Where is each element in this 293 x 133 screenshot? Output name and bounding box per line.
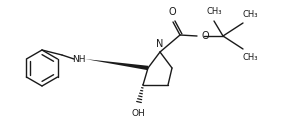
Polygon shape xyxy=(85,59,148,70)
Text: CH₃: CH₃ xyxy=(206,7,222,16)
Text: OH: OH xyxy=(131,109,145,118)
Text: NH: NH xyxy=(72,55,86,63)
Text: CH₃: CH₃ xyxy=(242,10,258,19)
Text: N: N xyxy=(156,39,164,49)
Text: O: O xyxy=(201,31,209,41)
Text: O: O xyxy=(168,7,176,17)
Text: CH₃: CH₃ xyxy=(242,53,258,62)
